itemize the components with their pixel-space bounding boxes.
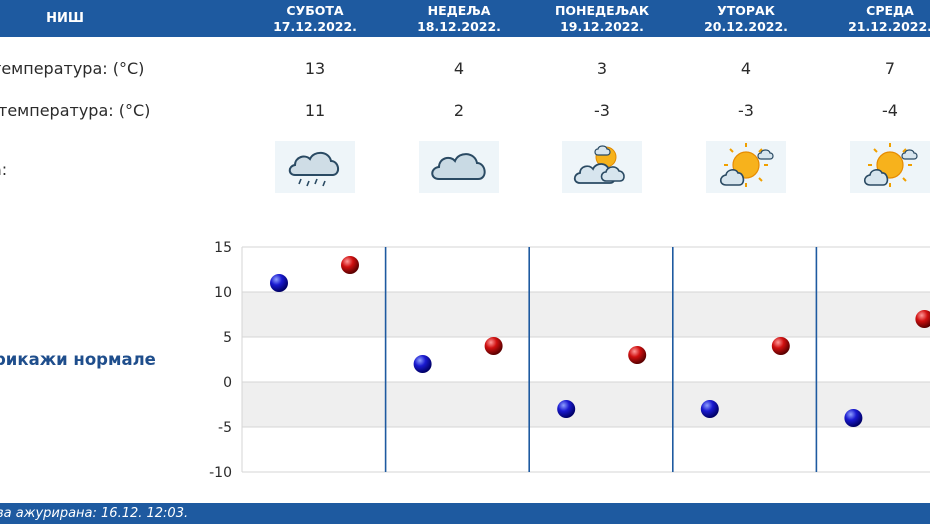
day-date: 17.12.2022. <box>273 19 357 34</box>
y-tick-label: 5 <box>223 330 232 346</box>
max-temp-point <box>628 346 647 364</box>
max-temp-point <box>341 256 359 274</box>
min-temp-point <box>413 355 432 373</box>
min-temp-value: 2 <box>453 101 465 120</box>
last-updated-text: ва ажурирана: 16.12. 12:03. <box>0 506 189 521</box>
min-temp-value: 11 <box>304 101 326 120</box>
min-temperature-label: температура: (°C) <box>0 101 151 120</box>
chart-band <box>242 382 930 427</box>
day-name: НЕДЕЉА <box>427 3 491 18</box>
max-temp-value: 4 <box>453 59 465 78</box>
max-temp-value: 7 <box>884 59 896 78</box>
footer-bar: ва ажурирана: 16.12. 12:03. <box>0 503 930 524</box>
forecast-header: НИШ СУБОТА 17.12.2022. НЕДЕЉА 18.12.2022… <box>0 0 930 37</box>
sunny-cloud-icon <box>850 141 930 193</box>
day-name: УТОРАК <box>717 3 775 18</box>
max-temp-point <box>915 310 930 328</box>
min-temp-point <box>270 274 288 292</box>
weather-label: а: <box>0 160 8 179</box>
rain-cloud-icon <box>275 141 355 193</box>
y-tick-label: 10 <box>214 285 232 301</box>
max-temp-value: 13 <box>304 59 326 78</box>
max-temp-value: 4 <box>740 59 752 78</box>
day-date: 20.12.2022. <box>704 19 788 34</box>
y-tick-label: 0 <box>223 375 232 391</box>
sunny-cloud-icon <box>706 141 786 193</box>
day-date: 19.12.2022. <box>560 19 644 34</box>
day-name: ПОНЕДЕЉАК <box>554 3 650 18</box>
chart-band <box>242 292 930 337</box>
day-date: 18.12.2022. <box>417 19 501 34</box>
partly-cloudy-icon <box>562 141 642 193</box>
show-normals-link[interactable]: рикажи нормале <box>0 350 156 369</box>
min-temp-point <box>700 400 719 418</box>
day-name: СРЕДА <box>866 3 914 18</box>
max-temp-point <box>484 337 503 355</box>
y-tick-label: -5 <box>218 420 232 436</box>
day-header-4: УТОРАК 20.12.2022. <box>676 3 816 35</box>
city-name: НИШ <box>46 11 84 26</box>
min-temp-value: -3 <box>594 101 610 120</box>
min-temp-point <box>844 409 863 427</box>
max-temperature-label: температура: (°C) <box>0 59 145 78</box>
min-temp-value: -3 <box>738 101 754 120</box>
y-tick-label: 15 <box>214 240 232 256</box>
day-header-2: НЕДЕЉА 18.12.2022. <box>389 3 529 35</box>
min-temp-value: -4 <box>882 101 898 120</box>
temperature-chart: 15 10 5 0 -5 -10 <box>209 240 930 480</box>
day-name: СУБОТА <box>286 3 344 18</box>
day-header-3: ПОНЕДЕЉАК 19.12.2022. <box>532 3 672 35</box>
y-tick-label: -10 <box>209 465 232 480</box>
max-temp-value: 3 <box>596 59 608 78</box>
cloud-icon <box>419 141 499 193</box>
max-temp-point <box>771 337 790 355</box>
day-date: 21.12.2022. <box>848 19 930 34</box>
day-header-5: СРЕДА 21.12.2022. <box>820 3 930 35</box>
day-header-1: СУБОТА 17.12.2022. <box>245 3 385 35</box>
min-temp-point <box>557 400 576 418</box>
